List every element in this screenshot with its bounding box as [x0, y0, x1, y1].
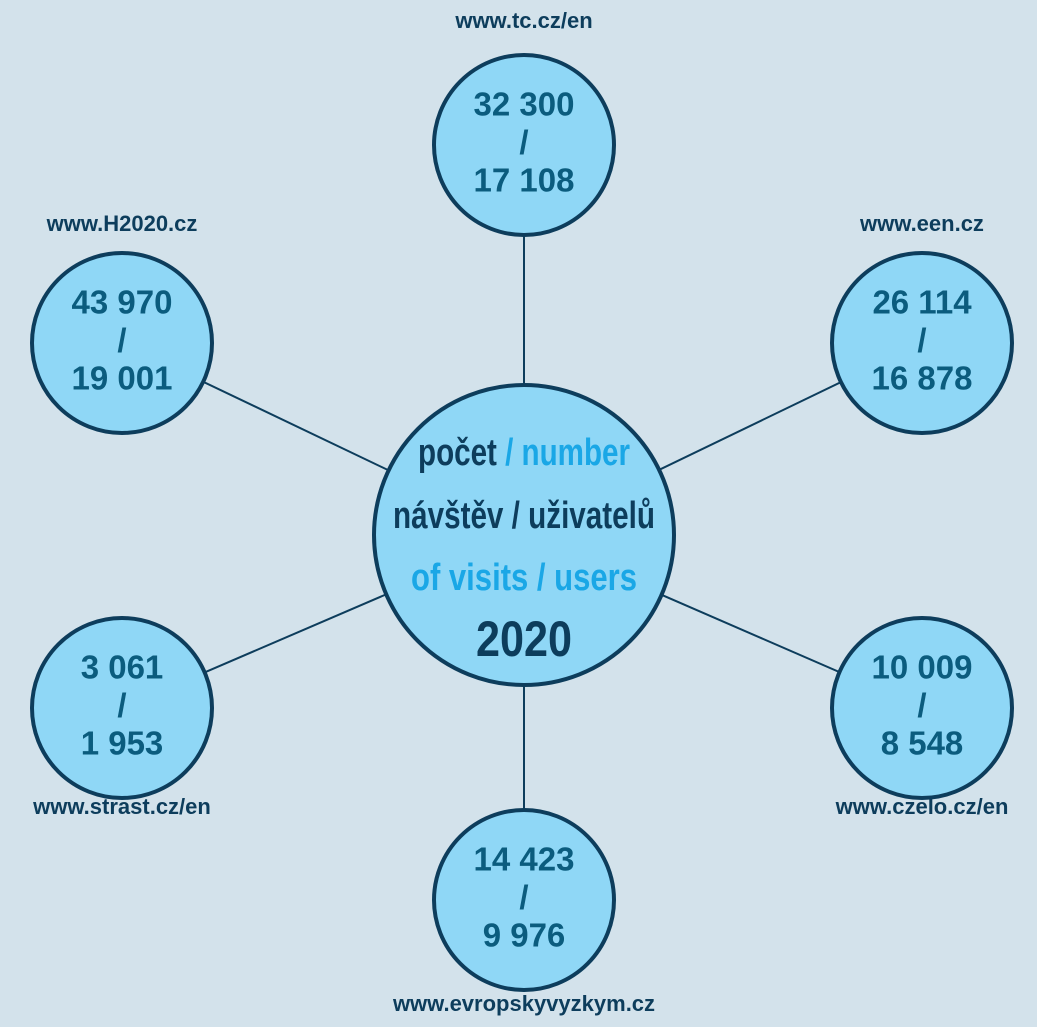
node-label: www.een.cz [859, 211, 984, 236]
node-visits: 10 009 [872, 649, 973, 686]
node-label: www.H2020.cz [46, 211, 198, 236]
node-circle [830, 616, 1014, 800]
node-separator: / [917, 322, 926, 359]
node-users: 19 001 [72, 360, 173, 397]
node-visits: 3 061 [81, 649, 164, 686]
center-line-2: návštěv / uživatelů [393, 495, 655, 537]
node-separator: / [117, 322, 126, 359]
node-visits: 32 300 [474, 86, 575, 123]
node-users: 8 548 [881, 725, 964, 762]
node-visits: 43 970 [72, 284, 173, 321]
node-label: www.czelo.cz/en [835, 794, 1009, 819]
node-circle [432, 808, 616, 992]
node-users: 9 976 [483, 917, 566, 954]
node-label: www.evropskyvyzkym.cz [392, 991, 655, 1016]
node-separator: / [519, 124, 528, 161]
node-separator: / [917, 687, 926, 724]
node-visits: 14 423 [474, 841, 575, 878]
node-circle [432, 53, 616, 237]
node-label: www.strast.cz/en [32, 794, 211, 819]
center-line-1: počet / number [418, 432, 630, 474]
center-word: / number [497, 432, 630, 474]
center-line-3: of visits / users [411, 557, 637, 599]
node-circle [30, 251, 214, 435]
center-year: 2020 [476, 611, 572, 667]
node-visits: 26 114 [872, 284, 972, 321]
node-label: www.tc.cz/en [454, 8, 592, 33]
center-circle [372, 383, 676, 687]
node-users: 17 108 [474, 162, 575, 199]
node-separator: / [519, 879, 528, 916]
node-circle [830, 251, 1014, 435]
node-users: 16 878 [872, 360, 973, 397]
node-users: 1 953 [81, 725, 164, 762]
center-word: počet [418, 432, 497, 474]
node-separator: / [117, 687, 126, 724]
node-circle [30, 616, 214, 800]
